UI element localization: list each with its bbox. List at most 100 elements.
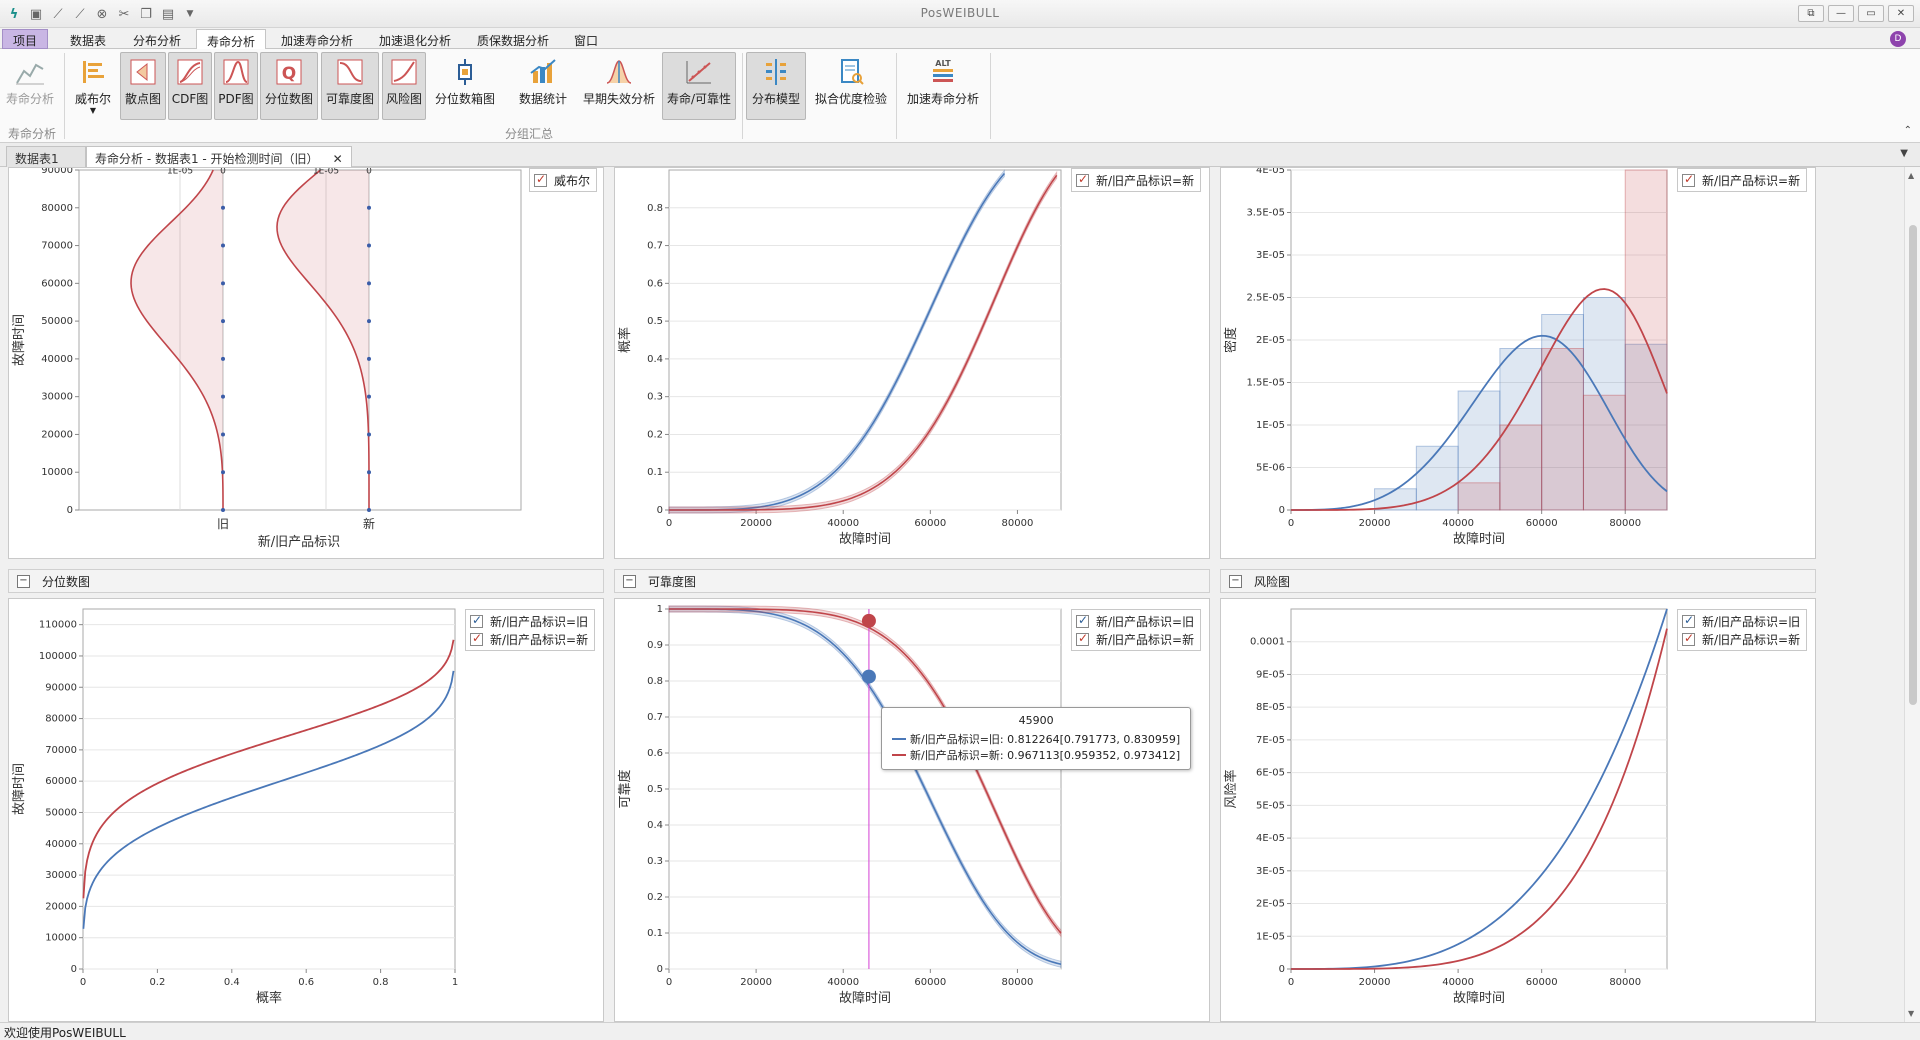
doc-tab-datatable[interactable]: 数据表1: [6, 146, 86, 167]
chart-icon[interactable]: ⟋: [53, 6, 63, 22]
hazard-panel-header: − 风险图: [1220, 569, 1816, 593]
legend-checkbox[interactable]: [1076, 172, 1089, 187]
user-avatar-icon[interactable]: D: [1890, 31, 1906, 47]
restore-layout-icon[interactable]: ⧉: [1798, 5, 1824, 22]
x-tick-label: 0: [666, 977, 672, 988]
x-tick-label: 40000: [827, 977, 859, 988]
chart-alt-icon[interactable]: ⟋: [75, 6, 85, 22]
collapse-button[interactable]: −: [1229, 574, 1242, 588]
scroll-down-icon[interactable]: ▼: [1908, 1009, 1915, 1018]
legend-checkbox[interactable]: [1682, 613, 1695, 628]
ribbon-collapse-icon[interactable]: ⌃: [1903, 125, 1912, 136]
life-analysis-button[interactable]: 寿命分析: [3, 52, 57, 120]
collapse-button[interactable]: −: [623, 574, 636, 588]
legend-item-new[interactable]: 新/旧产品标识=新: [1682, 171, 1800, 189]
quantile-panel-header: − 分位数图: [8, 569, 604, 593]
legend-checkbox[interactable]: [1076, 631, 1089, 646]
quantile-plot-button[interactable]: Q 分位数图: [260, 52, 318, 120]
new-marker: [861, 613, 876, 628]
scroll-up-icon[interactable]: ▲: [1908, 171, 1915, 180]
accelerated-life-button[interactable]: ALT 加速寿命分析: [906, 59, 979, 106]
cut-icon[interactable]: ✂: [118, 6, 130, 22]
legend-checkbox[interactable]: [1682, 631, 1695, 646]
tab-warranty[interactable]: 质保数据分析: [477, 34, 550, 48]
y-tick-label: 1E-05: [1256, 931, 1285, 942]
minimize-button[interactable]: —: [1828, 5, 1854, 22]
goodness-of-fit-button[interactable]: 拟合优度检验: [808, 52, 894, 120]
stop-icon[interactable]: ⊗: [96, 6, 108, 22]
tab-distribution[interactable]: 分布分析: [133, 34, 182, 48]
collapse-button[interactable]: −: [17, 574, 30, 588]
x-tick-label: 20000: [740, 518, 772, 529]
tab-accelerated-degradation[interactable]: 加速退化分析: [379, 34, 452, 48]
legend-checkbox[interactable]: [1682, 172, 1695, 187]
legend-checkbox[interactable]: [470, 631, 483, 646]
new-histogram-bar: [1582, 394, 1626, 511]
data-point: [221, 432, 225, 437]
distribution-model-button[interactable]: 分布模型: [746, 52, 806, 120]
data-statistics-button[interactable]: 数据统计: [510, 52, 576, 120]
data-point: [367, 356, 371, 361]
legend-item-new[interactable]: 新/旧产品标识=新: [1076, 630, 1194, 648]
legend-checkbox[interactable]: [1076, 613, 1089, 628]
x-tick-label: 80000: [1002, 518, 1034, 529]
x-tick-label: 0.4: [224, 977, 240, 988]
reliability-chart: 0 0.1 0.2 0.3 0.4 0.5 0.6 0.7 0.8 0.9 1 0 20000 40000…: [617, 604, 1062, 1006]
legend-item-old[interactable]: 新/旧产品标识=旧: [1076, 612, 1194, 630]
x-tick-label: 20000: [1359, 518, 1391, 529]
tab-list-dropdown-icon[interactable]: ▼: [1900, 148, 1908, 159]
x-tick-label: 0: [80, 977, 86, 988]
plot-area: [668, 169, 1062, 511]
early-failure-button[interactable]: 早期失效分析: [578, 52, 660, 120]
close-tab-icon[interactable]: ✕: [332, 152, 343, 166]
legend-item-weibull[interactable]: 威布尔: [534, 171, 590, 189]
y-tick-label: 0.4: [647, 354, 663, 365]
violin-panel: 0 10000 20000 30000 40000 50000 60000 70000 8000…: [8, 167, 604, 559]
y-tick-label: 0: [71, 964, 77, 975]
close-button[interactable]: ✕: [1888, 5, 1914, 22]
x-tick-label: 60000: [914, 518, 946, 529]
legend-checkbox[interactable]: [470, 613, 483, 628]
legend-item-old[interactable]: 新/旧产品标识=旧: [470, 612, 588, 630]
y-tick-label: 0.7: [647, 241, 663, 252]
old-confidence-band: [668, 169, 1005, 514]
legend-checkbox[interactable]: [534, 172, 547, 187]
legend-item-new[interactable]: 新/旧产品标识=新: [470, 630, 588, 648]
tab-datatable[interactable]: 数据表: [70, 34, 107, 48]
reliability-plot-button[interactable]: 可靠度图: [321, 52, 379, 120]
paste-icon[interactable]: ▤: [161, 6, 175, 22]
y-tick-label: 1: [657, 604, 663, 615]
copy-icon[interactable]: ❐: [140, 6, 152, 22]
panel-title: 可靠度图: [648, 574, 697, 589]
cdf-plot-button[interactable]: CDF图: [168, 52, 212, 120]
x-axis-label: 故障时间: [1453, 532, 1505, 547]
scrollbar-thumb[interactable]: [1909, 225, 1917, 705]
life-reliability-button[interactable]: 寿命/可靠性: [662, 52, 736, 120]
tab-accelerated-life[interactable]: 加速寿命分析: [281, 34, 354, 48]
legend-item-new[interactable]: 新/旧产品标识=新: [1076, 171, 1194, 189]
tab-window[interactable]: 窗口: [574, 34, 599, 48]
category-label: 新: [363, 516, 375, 531]
y-tick-label: 60000: [41, 278, 73, 289]
y-tick-label: 0.9: [647, 640, 663, 651]
old-histogram-bar: [1541, 314, 1584, 511]
weibull-button[interactable]: 威布尔 ▼: [70, 52, 116, 120]
doc-tab-life-analysis[interactable]: 寿命分析 - 数据表1 - 开始检测时间（旧） ✕: [86, 146, 352, 167]
data-point: [367, 508, 371, 512]
scatter-plot-button[interactable]: 散点图: [120, 52, 166, 120]
maximize-button[interactable]: ▭: [1858, 5, 1884, 22]
y-tick-label: 0: [657, 964, 663, 975]
data-point: [367, 319, 371, 324]
legend-item-new[interactable]: 新/旧产品标识=新: [1682, 630, 1800, 648]
tab-project[interactable]: 项目: [2, 29, 49, 49]
hazard-plot-button[interactable]: 风险图: [382, 52, 426, 120]
data-point: [221, 243, 225, 248]
tab-life-analysis[interactable]: 寿命分析: [196, 29, 267, 50]
vertical-scrollbar[interactable]: ▲ ▼: [1904, 167, 1920, 1022]
save-icon[interactable]: ▣: [29, 6, 43, 22]
qat-dropdown-icon[interactable]: ▼: [186, 9, 194, 19]
pdf-plot-button[interactable]: PDF图: [214, 52, 258, 120]
legend-item-old[interactable]: 新/旧产品标识=旧: [1682, 612, 1800, 630]
x-axis-label: 故障时间: [839, 532, 891, 547]
quantile-boxplot-button[interactable]: 分位数箱图: [430, 52, 500, 120]
